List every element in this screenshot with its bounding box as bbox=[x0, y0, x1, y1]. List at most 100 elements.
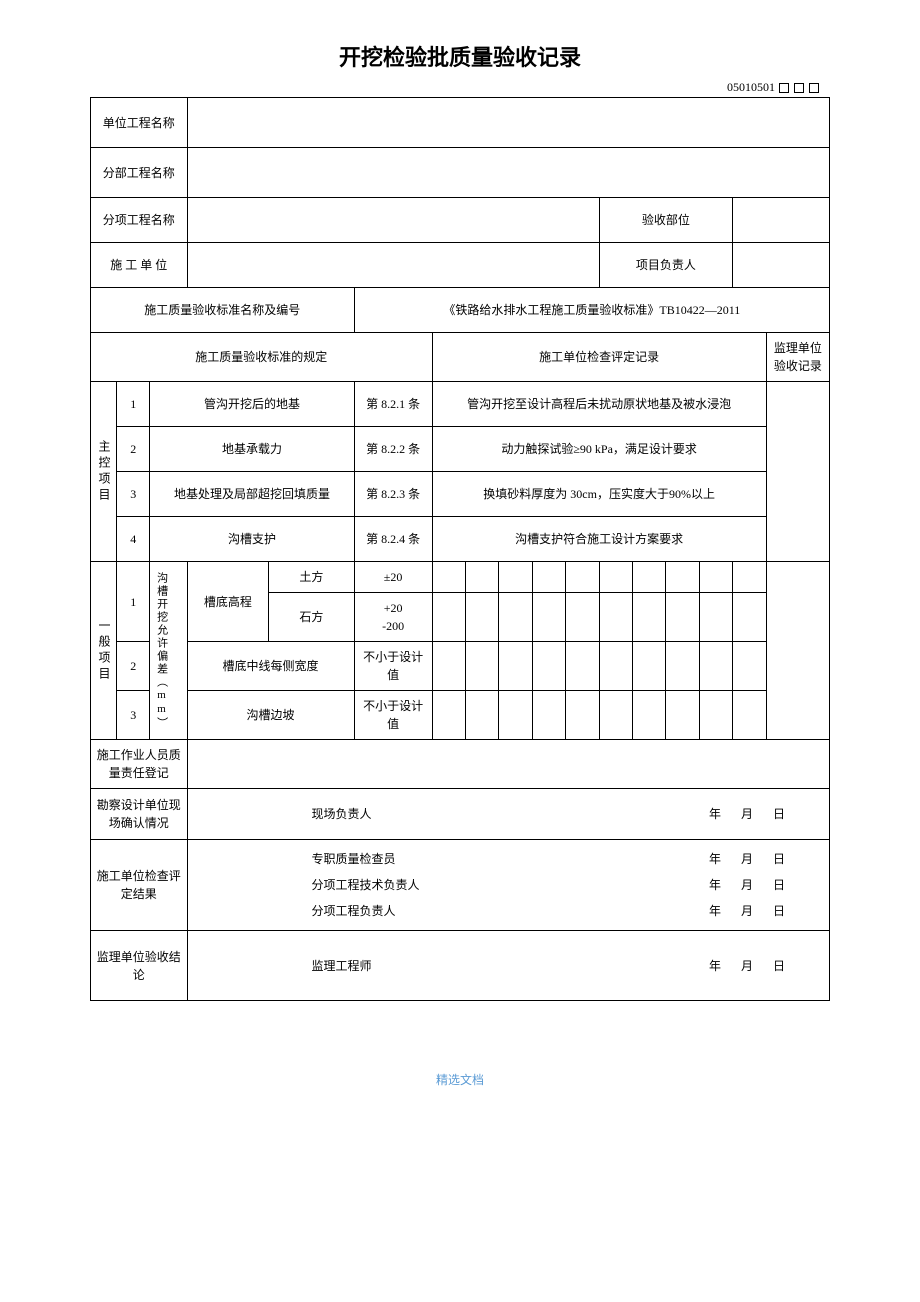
checkbox-2 bbox=[794, 83, 804, 93]
g1b-c8 bbox=[666, 593, 699, 642]
main-items-label: 主控项目 bbox=[91, 382, 117, 562]
general-item-no-3: 3 bbox=[116, 691, 149, 740]
il-date: 年月日 bbox=[699, 902, 795, 920]
g1a-c8 bbox=[666, 562, 699, 593]
g3-c9 bbox=[699, 691, 732, 740]
supervision-record-label: 监理单位验收记录 bbox=[766, 333, 829, 382]
g3-c2 bbox=[466, 691, 499, 740]
g3-c3 bbox=[499, 691, 532, 740]
general-tol-3: 不小于设计值 bbox=[354, 691, 432, 740]
general-sub-1a: 土方 bbox=[269, 562, 354, 593]
main-item-clause-4: 第 8.2.4 条 bbox=[354, 517, 432, 562]
unit-project-value bbox=[187, 98, 829, 148]
construction-unit-label: 施 工 单 位 bbox=[91, 243, 188, 288]
main-item-desc-1: 管沟开挖至设计高程后未扰动原状地基及被水浸泡 bbox=[432, 382, 766, 427]
g3-c10 bbox=[733, 691, 766, 740]
g1a-c2 bbox=[466, 562, 499, 593]
main-item-name-3: 地基处理及局部超挖回填质量 bbox=[150, 472, 354, 517]
main-item-desc-2: 动力触探试验≥90 kPa，满足设计要求 bbox=[432, 427, 766, 472]
g1b-c1 bbox=[432, 593, 465, 642]
survey-date: 年月日 bbox=[699, 805, 795, 823]
g3-c5 bbox=[566, 691, 599, 740]
project-leader-value bbox=[733, 243, 830, 288]
item-project-label: 分项工程名称 bbox=[91, 198, 188, 243]
form-code: 05010501 bbox=[90, 80, 820, 95]
form-code-number: 05010501 bbox=[727, 80, 775, 94]
g3-c8 bbox=[666, 691, 699, 740]
g2-c9 bbox=[699, 642, 732, 691]
g1b-c10 bbox=[733, 593, 766, 642]
regulation-label: 施工质量验收标准的规定 bbox=[91, 333, 433, 382]
g1b-c5 bbox=[566, 593, 599, 642]
general-tol-2: 不小于设计值 bbox=[354, 642, 432, 691]
g1a-c1 bbox=[432, 562, 465, 593]
g3-c4 bbox=[532, 691, 565, 740]
standard-name-value: 《铁路给水排水工程施工质量验收标准》TB10422—2011 bbox=[354, 288, 829, 333]
item-project-value bbox=[187, 198, 599, 243]
construction-check-label: 施工单位检查评定结果 bbox=[91, 840, 188, 931]
main-supervision-cell bbox=[766, 382, 829, 562]
g1b-c2 bbox=[466, 593, 499, 642]
g2-c5 bbox=[566, 642, 599, 691]
g2-c1 bbox=[432, 642, 465, 691]
construction-unit-value bbox=[187, 243, 599, 288]
workers-label: 施工作业人员质量责任登记 bbox=[91, 740, 188, 789]
qi-date: 年月日 bbox=[699, 850, 795, 868]
general-tol-1a: ±20 bbox=[354, 562, 432, 593]
document-title: 开挖检验批质量验收记录 bbox=[90, 40, 830, 72]
g2-c10 bbox=[733, 642, 766, 691]
survey-sig: 现场负责人 年月日 bbox=[187, 789, 829, 840]
supervision-sig: 监理工程师 年月日 bbox=[187, 931, 829, 1001]
g1a-c5 bbox=[566, 562, 599, 593]
g1b-c3 bbox=[499, 593, 532, 642]
g2-c8 bbox=[666, 642, 699, 691]
checkbox-3 bbox=[809, 83, 819, 93]
general-tol-1b: +20 -200 bbox=[354, 593, 432, 642]
main-item-no-2: 2 bbox=[116, 427, 149, 472]
general-item-name-3: 沟槽边坡 bbox=[187, 691, 354, 740]
tech-leader-label: 分项工程技术负责人 bbox=[312, 876, 420, 894]
sub-project-label: 分部工程名称 bbox=[91, 148, 188, 198]
inspection-table: 单位工程名称 分部工程名称 分项工程名称 验收部位 施 工 单 位 项目负责人 … bbox=[90, 97, 830, 1001]
main-item-name-4: 沟槽支护 bbox=[150, 517, 354, 562]
general-item-name-1: 槽底高程 bbox=[187, 562, 269, 642]
g1a-c7 bbox=[633, 562, 666, 593]
survey-label: 勘察设计单位现场确认情况 bbox=[91, 789, 188, 840]
item-leader-label: 分项工程负责人 bbox=[312, 902, 396, 920]
supervision-engineer-label: 监理工程师 bbox=[312, 957, 372, 975]
g2-c4 bbox=[532, 642, 565, 691]
construction-check-sig: 专职质量检查员 年月日 分项工程技术负责人 年月日 分项工程负责人 年月日 bbox=[187, 840, 829, 931]
g1a-c3 bbox=[499, 562, 532, 593]
general-supervision-cell bbox=[766, 562, 829, 740]
project-leader-label: 项目负责人 bbox=[599, 243, 733, 288]
checkbox-1 bbox=[779, 83, 789, 93]
general-items-label: 一般项目 bbox=[91, 562, 117, 740]
main-item-name-2: 地基承载力 bbox=[150, 427, 354, 472]
g1a-c4 bbox=[532, 562, 565, 593]
g3-c1 bbox=[432, 691, 465, 740]
standard-name-label: 施工质量验收标准名称及编号 bbox=[91, 288, 355, 333]
quality-inspector-label: 专职质量检查员 bbox=[312, 850, 396, 868]
main-item-clause-2: 第 8.2.2 条 bbox=[354, 427, 432, 472]
g3-c7 bbox=[633, 691, 666, 740]
main-item-no-3: 3 bbox=[116, 472, 149, 517]
general-item-name-2: 槽底中线每侧宽度 bbox=[187, 642, 354, 691]
g2-c7 bbox=[633, 642, 666, 691]
main-item-no-1: 1 bbox=[116, 382, 149, 427]
acceptance-part-label: 验收部位 bbox=[599, 198, 733, 243]
workers-value bbox=[187, 740, 829, 789]
g1b-c6 bbox=[599, 593, 632, 642]
unit-project-label: 单位工程名称 bbox=[91, 98, 188, 148]
g1b-c4 bbox=[532, 593, 565, 642]
survey-person-label: 现场负责人 bbox=[312, 805, 372, 823]
g1a-c10 bbox=[733, 562, 766, 593]
g2-c6 bbox=[599, 642, 632, 691]
g1b-c9 bbox=[699, 593, 732, 642]
main-item-desc-4: 沟槽支护符合施工设计方案要求 bbox=[432, 517, 766, 562]
tl-date: 年月日 bbox=[699, 876, 795, 894]
general-item-no-1: 1 bbox=[116, 562, 149, 642]
main-item-desc-3: 换填砂料厚度为 30cm，压实度大于90%以上 bbox=[432, 472, 766, 517]
main-item-name-1: 管沟开挖后的地基 bbox=[150, 382, 354, 427]
g1a-c6 bbox=[599, 562, 632, 593]
g3-c6 bbox=[599, 691, 632, 740]
